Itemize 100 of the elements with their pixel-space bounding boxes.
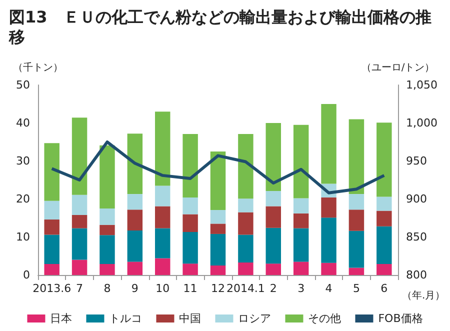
bar: [321, 262, 336, 275]
bar: [293, 198, 309, 214]
bar: [44, 143, 60, 201]
bar: [293, 228, 309, 262]
bar: [321, 197, 336, 218]
bar: [127, 134, 143, 194]
x-tick-label: 2013.6: [32, 282, 72, 295]
x-axis-title: （年.月）: [402, 290, 446, 302]
bar: [182, 232, 198, 264]
bar: [72, 118, 88, 195]
bar: [182, 134, 198, 198]
y-tick-label: 0: [23, 268, 30, 282]
bar: [376, 226, 392, 264]
x-tick-label: 8: [104, 282, 111, 295]
bar: [72, 228, 88, 260]
line-series: [50, 140, 386, 194]
bar: [72, 194, 88, 215]
x-tick-label: 2014.1: [226, 282, 265, 295]
bar: [238, 198, 254, 212]
x-tick-label: 3: [298, 282, 305, 295]
bar: [100, 235, 115, 264]
x-tick-label: 12: [211, 282, 225, 295]
bar: [44, 264, 60, 275]
bar: [238, 212, 254, 235]
legend-label: その他: [308, 312, 342, 325]
bar: [293, 262, 309, 275]
bar: [182, 197, 198, 214]
bar: [348, 230, 364, 268]
bar: [100, 145, 115, 208]
x-tick-label: 11: [183, 282, 198, 295]
x-tick-label: 9: [131, 282, 138, 295]
bar: [155, 112, 170, 186]
bar: [100, 208, 115, 225]
bar: [155, 186, 170, 206]
x-tick-label: 6: [380, 282, 388, 295]
bar: [348, 210, 364, 231]
bar: [44, 200, 60, 220]
bar: [321, 218, 336, 263]
bar: [100, 224, 115, 236]
bar: [72, 260, 88, 275]
bar: [210, 210, 226, 224]
x-tick-label: 5: [352, 282, 360, 295]
x-tick-label: 7: [76, 282, 84, 295]
y-tick-label: 10: [16, 230, 30, 244]
bar: [376, 264, 392, 275]
x-tick-label: 4: [325, 282, 332, 295]
bar: [238, 262, 254, 275]
bar: [266, 123, 281, 192]
bar: [100, 264, 115, 275]
y2-tick-label: 850: [406, 230, 427, 244]
bar: [155, 206, 170, 228]
bar: [72, 214, 88, 228]
bar: [321, 104, 336, 184]
y2-tick-label: 900: [406, 192, 427, 206]
y2-tick-label: 950: [406, 154, 427, 168]
y-tick-label: 30: [16, 154, 30, 168]
bar: [127, 194, 143, 210]
y2-tick-label: 1,050: [406, 78, 438, 92]
bar: [44, 220, 60, 235]
bar: [155, 228, 170, 258]
y2-axis-title: （ユーロ/トン）: [361, 62, 435, 74]
bar: [182, 264, 198, 275]
bar: [210, 234, 226, 266]
y-tick-label: 40: [16, 116, 30, 130]
bar: [155, 258, 170, 275]
bar: [210, 224, 226, 234]
y-tick-label: 50: [16, 78, 30, 92]
legend-label: ロシア: [238, 312, 272, 325]
y-tick-label: 20: [16, 192, 30, 206]
bar: [210, 266, 226, 275]
bar: [266, 228, 281, 264]
bar: [348, 194, 364, 210]
y2-tick-label: 800: [406, 268, 427, 282]
legend-label: トルコ: [109, 312, 142, 325]
bar: [238, 134, 254, 199]
legend-label: 中国: [179, 312, 202, 325]
bar: [376, 196, 392, 211]
bar: [210, 152, 226, 210]
bar: [127, 210, 143, 231]
bar: [348, 119, 364, 194]
bar: [127, 262, 143, 275]
bar: [266, 264, 281, 275]
y2-tick-label: 1,000: [406, 116, 438, 130]
bar: [182, 214, 198, 232]
bar: [127, 230, 143, 262]
bar: [348, 268, 364, 275]
x-tick-label: 10: [156, 282, 170, 295]
x-tick-label: 2: [270, 282, 277, 295]
bar: [266, 206, 281, 228]
bar: [293, 213, 309, 228]
bar: [238, 234, 254, 262]
bar: [376, 122, 392, 197]
bar: [266, 191, 281, 206]
chart-title: 図13 ＥＵの化工でん粉などの輸出量および輸出価格の推移: [8, 8, 432, 46]
legend-label: 日本: [50, 312, 72, 325]
y-axis-title: （千トン）: [13, 62, 63, 74]
legend-label: FOB価格: [378, 312, 423, 325]
bar: [376, 210, 392, 226]
bar: [293, 124, 309, 198]
bar: [44, 234, 60, 264]
